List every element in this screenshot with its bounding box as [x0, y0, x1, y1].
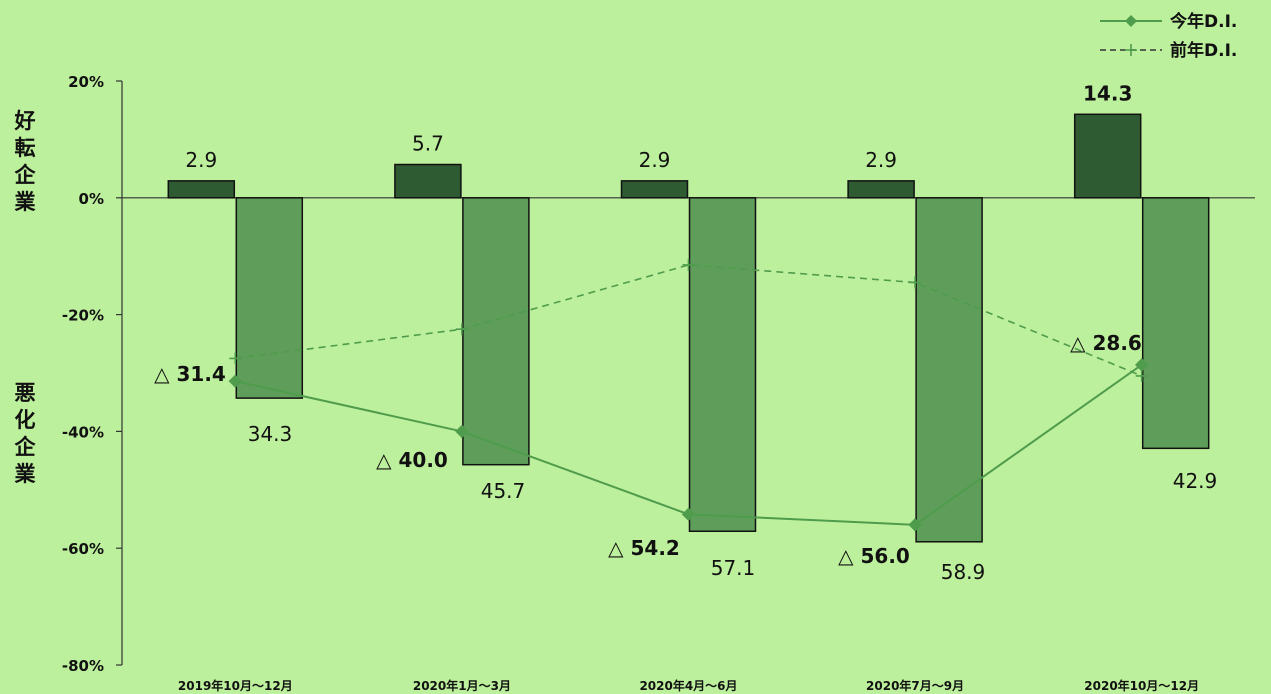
line-current-year — [235, 364, 1143, 526]
bar-improve-label: 5.7 — [412, 132, 444, 156]
prev-year-marker — [909, 276, 922, 289]
bar-worsen — [688, 197, 757, 533]
legend-marker-current — [1125, 15, 1137, 27]
current-year-marker — [1134, 358, 1149, 372]
prev-year-marker — [682, 258, 695, 271]
y-tick-label: -80% — [62, 657, 104, 675]
side-label-improve: 転 — [15, 136, 36, 160]
legend-label-prev: 前年D.I. — [1170, 40, 1237, 61]
current-year-marker — [681, 507, 696, 522]
side-label-improve: 企 — [14, 163, 37, 187]
bar-improve — [1073, 113, 1142, 199]
bar-worsen — [1141, 197, 1210, 450]
y-tick-label: -20% — [62, 307, 104, 325]
bar-improve-label: 2.9 — [185, 148, 217, 172]
bar-improve — [620, 180, 689, 199]
side-label-worsen: 悪 — [15, 381, 36, 405]
side-label-improve: 業 — [15, 190, 37, 214]
bar-worsen-label: 42.9 — [1173, 469, 1218, 493]
side-label-worsen: 化 — [15, 408, 36, 432]
x-category-label: 2019年10月～12月 — [178, 678, 293, 693]
bar-worsen — [915, 197, 983, 543]
bar-worsen-label: 45.7 — [481, 479, 526, 503]
x-category-label: 2020年7月～9月 — [866, 678, 964, 693]
x-category-label: 2020年4月～6月 — [639, 678, 737, 693]
side-label-worsen: 企 — [14, 435, 37, 459]
current-year-marker — [228, 374, 243, 388]
legend-label-current: 今年D.I. — [1170, 11, 1237, 32]
bar-worsen-label: 58.9 — [941, 560, 986, 584]
bar-worsen-label: 34.3 — [248, 422, 293, 446]
bar-improve — [394, 163, 462, 199]
y-tick-label: -40% — [62, 423, 104, 441]
current-year-label: △ 28.6 — [1070, 331, 1142, 355]
y-tick-label: 0% — [79, 190, 104, 208]
bar-improve-label: 14.3 — [1083, 81, 1132, 105]
legend-marker-prev — [1125, 44, 1137, 56]
y-tick-label: -60% — [62, 540, 104, 558]
bar-improve-label: 2.9 — [865, 148, 897, 172]
bar-improve — [847, 180, 915, 199]
bar-improve — [167, 180, 236, 199]
side-label-improve: 好 — [14, 109, 36, 133]
bar-worsen — [462, 197, 530, 466]
x-category-label: 2020年1月～3月 — [413, 678, 511, 693]
current-year-label: △ 56.0 — [838, 544, 910, 568]
line-prev-year — [235, 264, 1143, 377]
current-year-label: △ 54.2 — [608, 536, 680, 560]
prev-year-marker — [1135, 369, 1148, 382]
y-tick-label: 20% — [68, 73, 104, 91]
current-year-marker — [455, 424, 469, 439]
current-year-label: △ 31.4 — [154, 362, 226, 386]
current-year-marker — [908, 518, 922, 532]
side-label-worsen: 業 — [15, 462, 37, 486]
bar-worsen-label: 57.1 — [711, 556, 756, 580]
prev-year-marker — [229, 352, 242, 365]
prev-year-marker — [455, 323, 468, 336]
current-year-label: △ 40.0 — [376, 448, 448, 472]
bar-worsen — [235, 197, 304, 399]
bar-improve-label: 2.9 — [639, 148, 671, 172]
x-category-label: 2020年10月～12月 — [1084, 678, 1199, 693]
